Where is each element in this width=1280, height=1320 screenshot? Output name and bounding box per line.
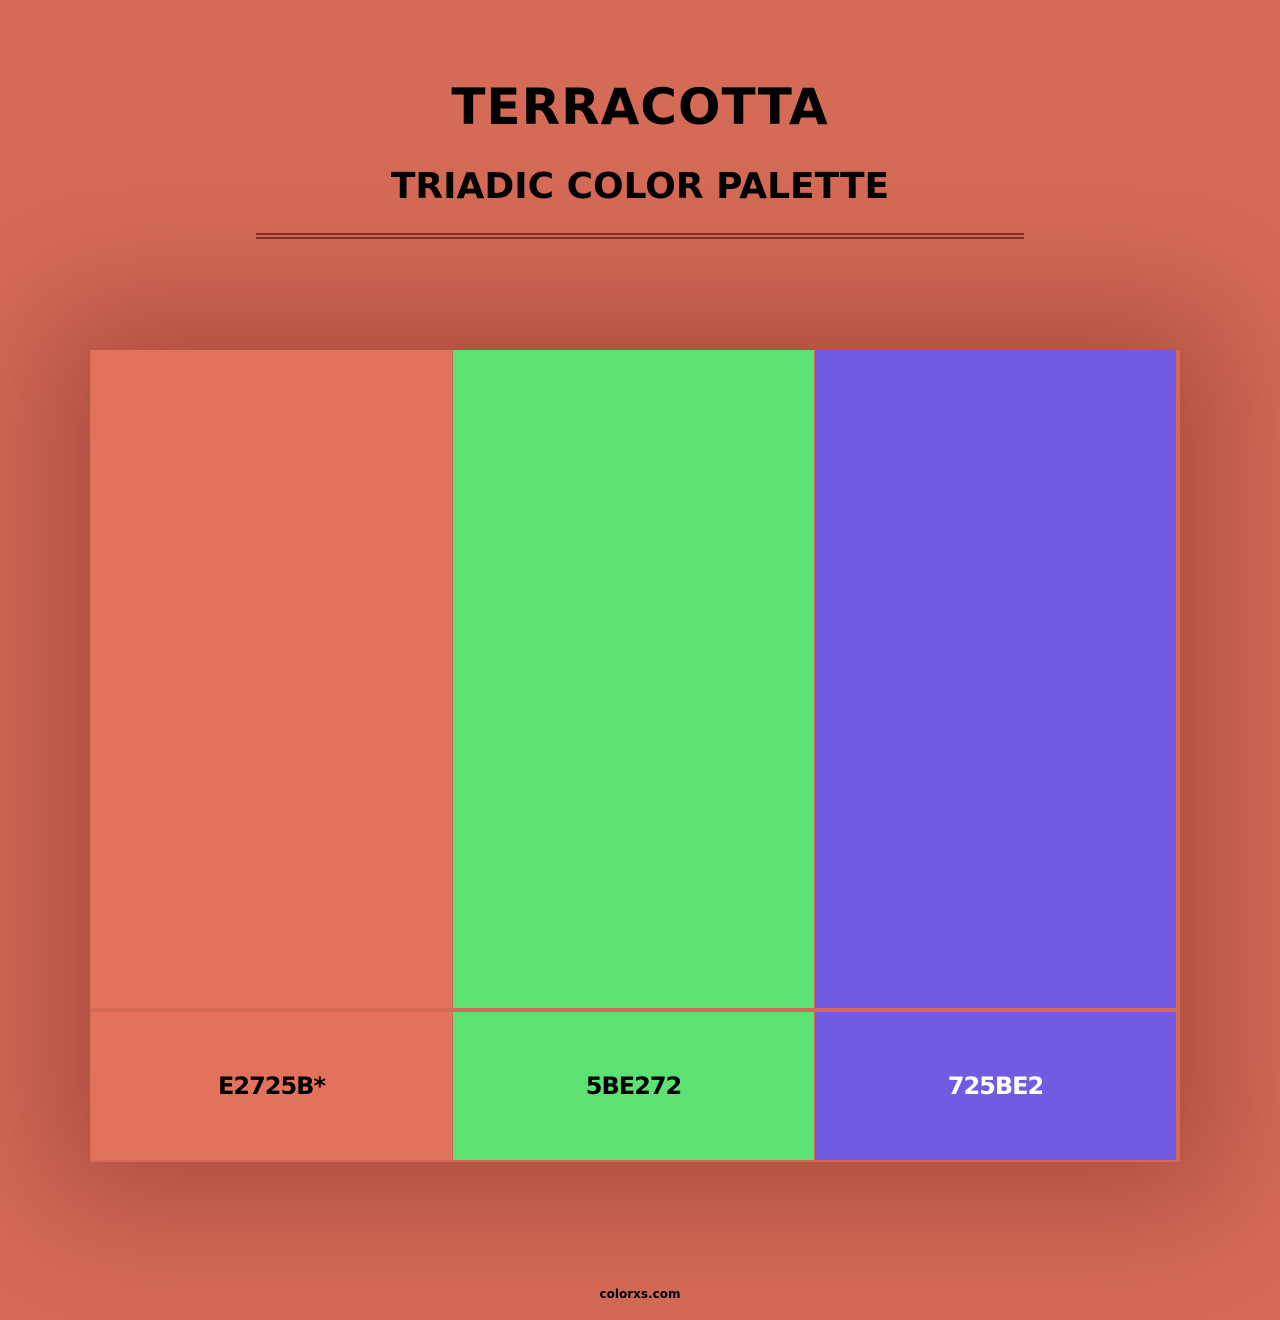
page-title: TERRACOTTA <box>451 78 829 136</box>
page-subtitle: TRIADIC COLOR PALETTE <box>390 166 890 207</box>
color-hex-label: 725BE2 <box>815 1012 1176 1160</box>
color-hex-label: E2725B* <box>91 1012 452 1160</box>
divider-line <box>256 237 1024 239</box>
color-hex-label: 5BE272 <box>453 1012 814 1160</box>
color-swatch[interactable] <box>815 350 1176 1008</box>
palette: E2725B* 5BE272 725BE2 <box>90 350 1180 1162</box>
color-column[interactable]: 5BE272 <box>453 350 814 1162</box>
color-swatch[interactable] <box>453 350 814 1008</box>
color-swatch[interactable] <box>91 350 452 1008</box>
footer-site-link[interactable]: colorxs.com <box>599 1287 681 1301</box>
color-column[interactable]: E2725B* <box>91 350 452 1162</box>
divider-line <box>256 233 1024 235</box>
color-column[interactable]: 725BE2 <box>815 350 1176 1162</box>
